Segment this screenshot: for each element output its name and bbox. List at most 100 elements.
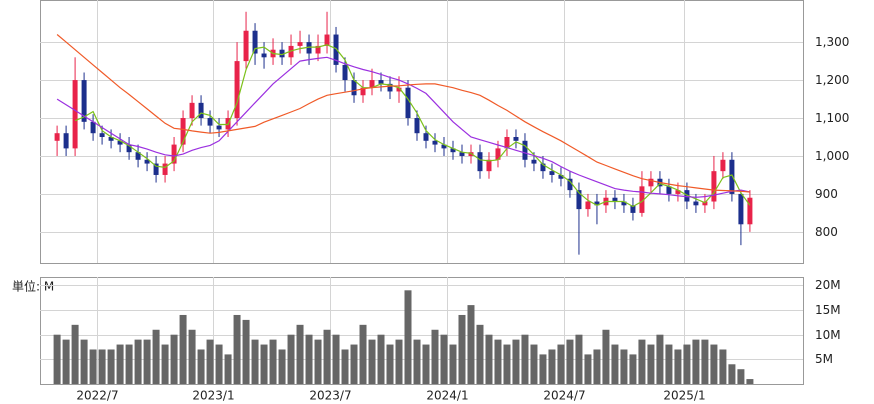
volume-bar (197, 349, 205, 384)
volume-bar (575, 334, 583, 384)
volume-bar (287, 334, 295, 384)
volume-bar (584, 354, 592, 384)
y-tick-label: 15M (815, 303, 841, 317)
candle-body (378, 80, 384, 84)
candle-body (684, 190, 690, 202)
volume-bar (188, 329, 196, 384)
volume-bar (296, 324, 304, 384)
candle-body (612, 197, 618, 202)
candle-body (747, 197, 753, 225)
candle-body (90, 121, 96, 134)
volume-bar (80, 339, 88, 384)
candle-body (711, 171, 717, 202)
candle-body (297, 42, 303, 46)
volume-bar (548, 349, 556, 384)
candle-body (648, 178, 654, 187)
price-panel (40, 0, 804, 264)
candle-body (81, 80, 87, 122)
volume-bar (557, 344, 565, 384)
volume-bar (224, 354, 232, 384)
candle-body (513, 137, 519, 141)
volume-bar (485, 334, 493, 384)
volume-bar (323, 329, 331, 384)
candle-body (315, 45, 321, 54)
y-tick-label: 1,200 (815, 73, 849, 87)
volume-bar (638, 339, 646, 384)
x-tick-label: 2023/7 (309, 389, 351, 403)
volume-panel (40, 277, 804, 385)
candle-body (585, 201, 591, 210)
volume-bar (350, 344, 358, 384)
candle-body (702, 201, 708, 206)
candle-body (405, 87, 411, 119)
candle-body (252, 30, 258, 54)
volume-bar (431, 329, 439, 384)
candle-body (504, 137, 510, 149)
volume-bar (260, 344, 268, 384)
volume-bar (593, 349, 601, 384)
y-tick-label: 5M (815, 352, 833, 366)
candle-body (162, 163, 168, 175)
candle-body (630, 205, 636, 213)
volume-unit: 単位: M (12, 279, 54, 294)
candle-body (153, 163, 159, 175)
volume-bar (611, 344, 619, 384)
candle-body (207, 118, 213, 126)
x-tick-label: 2025/1 (663, 389, 705, 403)
candle-body (261, 53, 267, 58)
volume-bar (206, 339, 214, 384)
volume-bar (503, 344, 511, 384)
y-tick-label: 1,100 (815, 111, 849, 125)
volume-bar (683, 344, 691, 384)
candle-body (414, 118, 420, 134)
volume-bar (710, 344, 718, 384)
candle-body (144, 159, 150, 164)
candle-body (198, 102, 204, 119)
volume-bar (134, 339, 142, 384)
volume-bar (728, 364, 736, 384)
x-tick-label: 2022/7 (76, 389, 118, 403)
candle-body (342, 64, 348, 81)
candle-body (324, 34, 330, 46)
candle-body (495, 148, 501, 160)
candle-body (306, 42, 312, 54)
volume-bar (98, 349, 106, 384)
volume-bar (422, 344, 430, 384)
volume-bar (467, 305, 475, 384)
volume-bar (368, 339, 376, 384)
candle-body (396, 87, 402, 92)
candle-body (738, 193, 744, 225)
candle-body (234, 61, 240, 119)
volume-bar (143, 339, 151, 384)
volume-bar (737, 369, 745, 384)
volume-bar (494, 339, 502, 384)
candle-body (567, 178, 573, 191)
volume-bar (566, 339, 574, 384)
x-tick-label: 2023/1 (192, 389, 234, 403)
candle-body (243, 30, 249, 62)
candle-body (108, 137, 114, 141)
volume-bar (674, 349, 682, 384)
volume-bar (620, 349, 628, 384)
candle-body (693, 201, 699, 206)
candle-body (351, 80, 357, 96)
y-tick-label: 1,000 (815, 149, 849, 163)
candle-body (216, 125, 222, 130)
candle-body (558, 174, 564, 179)
candle-body (288, 45, 294, 58)
volume-bar (215, 344, 223, 384)
volume-bar (53, 334, 61, 384)
volume-bar (278, 349, 286, 384)
candle-body (63, 133, 69, 149)
volume-bar (629, 354, 637, 384)
volume-bar (170, 334, 178, 384)
candle-body (423, 133, 429, 141)
volume-bar (512, 339, 520, 384)
moving-average-line (56, 56, 751, 198)
candle-body (117, 140, 123, 145)
candle-body (135, 152, 141, 160)
volume-bar (179, 314, 187, 384)
candle-body (126, 144, 132, 153)
volume-bar (89, 349, 97, 384)
candle-body (621, 201, 627, 206)
